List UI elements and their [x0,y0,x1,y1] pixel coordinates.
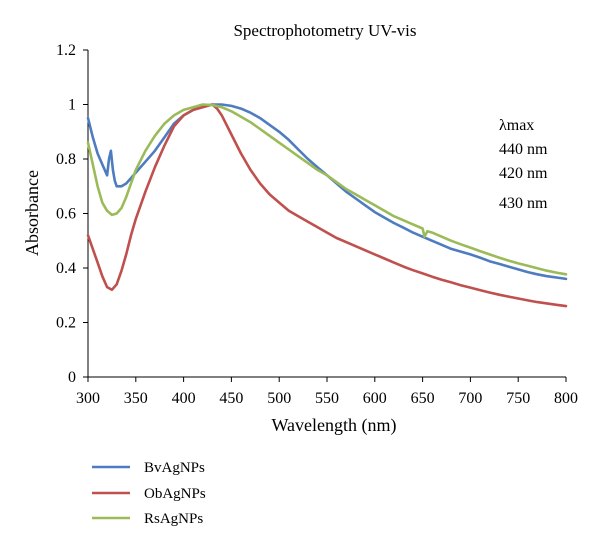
legend-label-obagnps: ObAgNPs [144,486,206,502]
x-tick-label: 550 [315,390,339,407]
y-tick-label: 0.8 [56,151,76,168]
chart-title: Spectrophotometry UV-vis [233,21,416,40]
x-axis-title: Wavelength (nm) [271,415,396,436]
legend-label-rsagnps: RsAgNPs [144,511,203,527]
x-tick-label: 800 [554,390,578,407]
annotation-lambda-max: λmax [499,117,534,134]
x-tick-label: 700 [458,390,482,407]
annotation-rs-peak: 430 nm [499,195,548,212]
y-tick-group: 0 0.2 0.4 0.6 0.8 1 1.2 [56,42,88,386]
legend-item-rsagnps: RsAgNPs [92,511,203,527]
y-tick-label: 0.4 [56,260,76,277]
x-tick-label: 300 [76,390,100,407]
legend-item-bvagnps: BvAgNPs [92,460,205,476]
series-group [86,103,568,308]
x-tick-label: 400 [172,390,196,407]
x-tick-group: 300 350 400 450 500 550 600 650 700 750 800 [76,377,578,407]
plot-area: 0 0.2 0.4 0.6 0.8 1 1.2 300 350 400 450 500 550 600 6… [56,42,578,407]
legend: BvAgNPs ObAgNPs RsAgNPs [92,460,206,527]
x-tick-label: 600 [363,390,387,407]
x-tick-label: 750 [506,390,530,407]
y-tick-label: 0.6 [56,206,76,223]
x-tick-label: 450 [219,390,243,407]
x-tick-label: 350 [124,390,148,407]
legend-item-obagnps: ObAgNPs [92,486,206,502]
x-tick-label: 650 [411,390,435,407]
y-tick-label: 1 [68,97,76,114]
legend-label-bvagnps: BvAgNPs [144,460,205,476]
annotation-ob-peak: 420 nm [499,165,548,182]
y-tick-label: 0.2 [56,315,76,332]
series-line-bvagnps [86,103,568,281]
y-axis-title: Absorbance [22,170,42,256]
y-tick-label: 1.2 [56,42,76,59]
series-line-rsagnps [86,103,568,276]
annotation-bv-peak: 440 nm [499,141,548,158]
lambda-max-annotations: λmax 440 nm 420 nm 430 nm [499,117,548,212]
series-line-obagnps [86,103,568,308]
x-tick-label: 500 [267,390,291,407]
y-tick-label: 0 [68,369,76,386]
